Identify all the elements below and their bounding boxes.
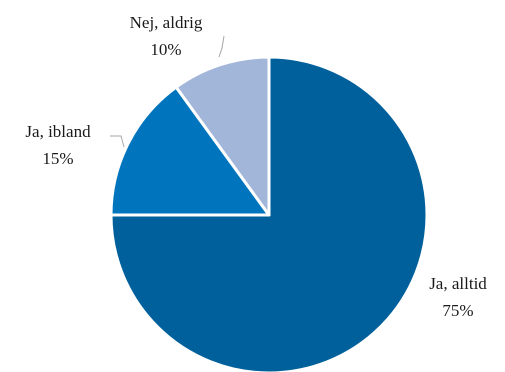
leader-line-ja-ibland: [110, 135, 125, 148]
pie-slices: [109, 55, 429, 372]
slice-value-nej-aldrig: 10%: [150, 40, 181, 59]
pie-slice-nej-aldrig: [174, 55, 271, 217]
slice-value-ja-alltid: 75%: [442, 301, 473, 320]
slice-label-ja-alltid: Ja, alltid: [429, 274, 487, 293]
slice-label-ja-ibland: Ja, ibland: [25, 122, 91, 141]
pie-slice-ja-ibland: [109, 85, 271, 217]
label-leader-lines: [110, 35, 225, 148]
leader-line-nej-aldrig: [218, 35, 225, 58]
slice-label-nej-aldrig: Nej, aldrig: [130, 13, 203, 32]
slice-labels: Ja, alltid 75% Ja, ibland 15% Nej, aldri…: [25, 13, 487, 320]
slice-value-ja-ibland: 15%: [42, 149, 73, 168]
